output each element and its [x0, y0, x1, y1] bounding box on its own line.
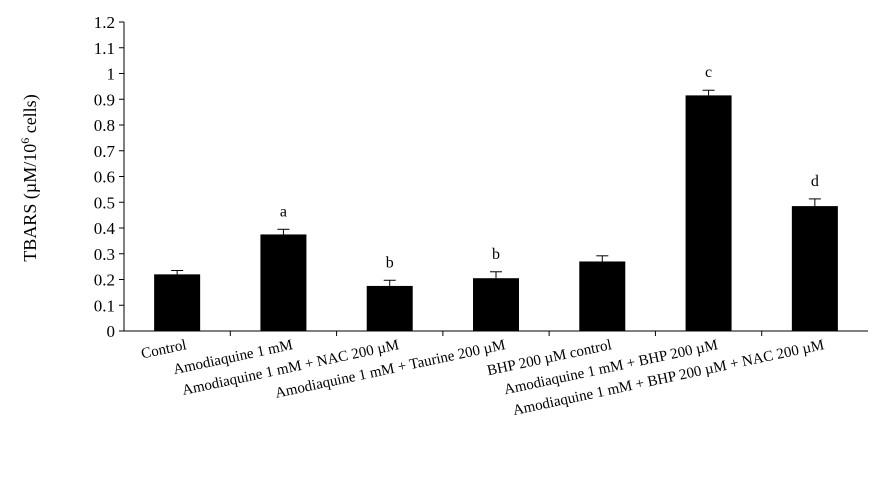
y-tick-label: 0.2: [94, 271, 115, 290]
significance-label: a: [280, 203, 287, 220]
y-tick-label: 0.9: [94, 90, 115, 109]
y-tick-label: 0.8: [94, 116, 115, 135]
y-tick-label: 0: [107, 322, 116, 341]
bar: [791, 206, 838, 331]
y-tick-label: 0.7: [94, 142, 116, 161]
y-tick-label: 0.1: [94, 296, 115, 315]
significance-label: c: [705, 64, 712, 81]
bars: a b b c d: [154, 64, 838, 331]
bar: [366, 285, 413, 331]
bar: [579, 261, 626, 331]
bar: [154, 274, 201, 331]
y-tick-label: 0.3: [94, 245, 115, 264]
significance-label: d: [811, 173, 819, 190]
bar: [473, 278, 519, 331]
bar: [685, 95, 732, 331]
bar: [260, 234, 307, 331]
y-axis-label: TBARS (µM/106 cells): [18, 94, 41, 261]
significance-label: b: [386, 254, 394, 271]
y-tick-label: 0.5: [94, 193, 115, 212]
x-category-label: Control: [140, 337, 188, 362]
y-axis: 0 0.1 0.2 0.3 0.4 0.5 0.6 0.7 0.8 0.9 1 1.1 1.2: [94, 13, 125, 341]
y-tick-label: 0.4: [94, 219, 116, 238]
y-tick-label: 1.1: [94, 39, 115, 58]
y-tick-label: 1.2: [94, 13, 115, 32]
y-tick-label: 0.6: [94, 168, 115, 187]
significance-label: b: [492, 246, 500, 263]
y-tick-label: 1: [107, 65, 116, 84]
